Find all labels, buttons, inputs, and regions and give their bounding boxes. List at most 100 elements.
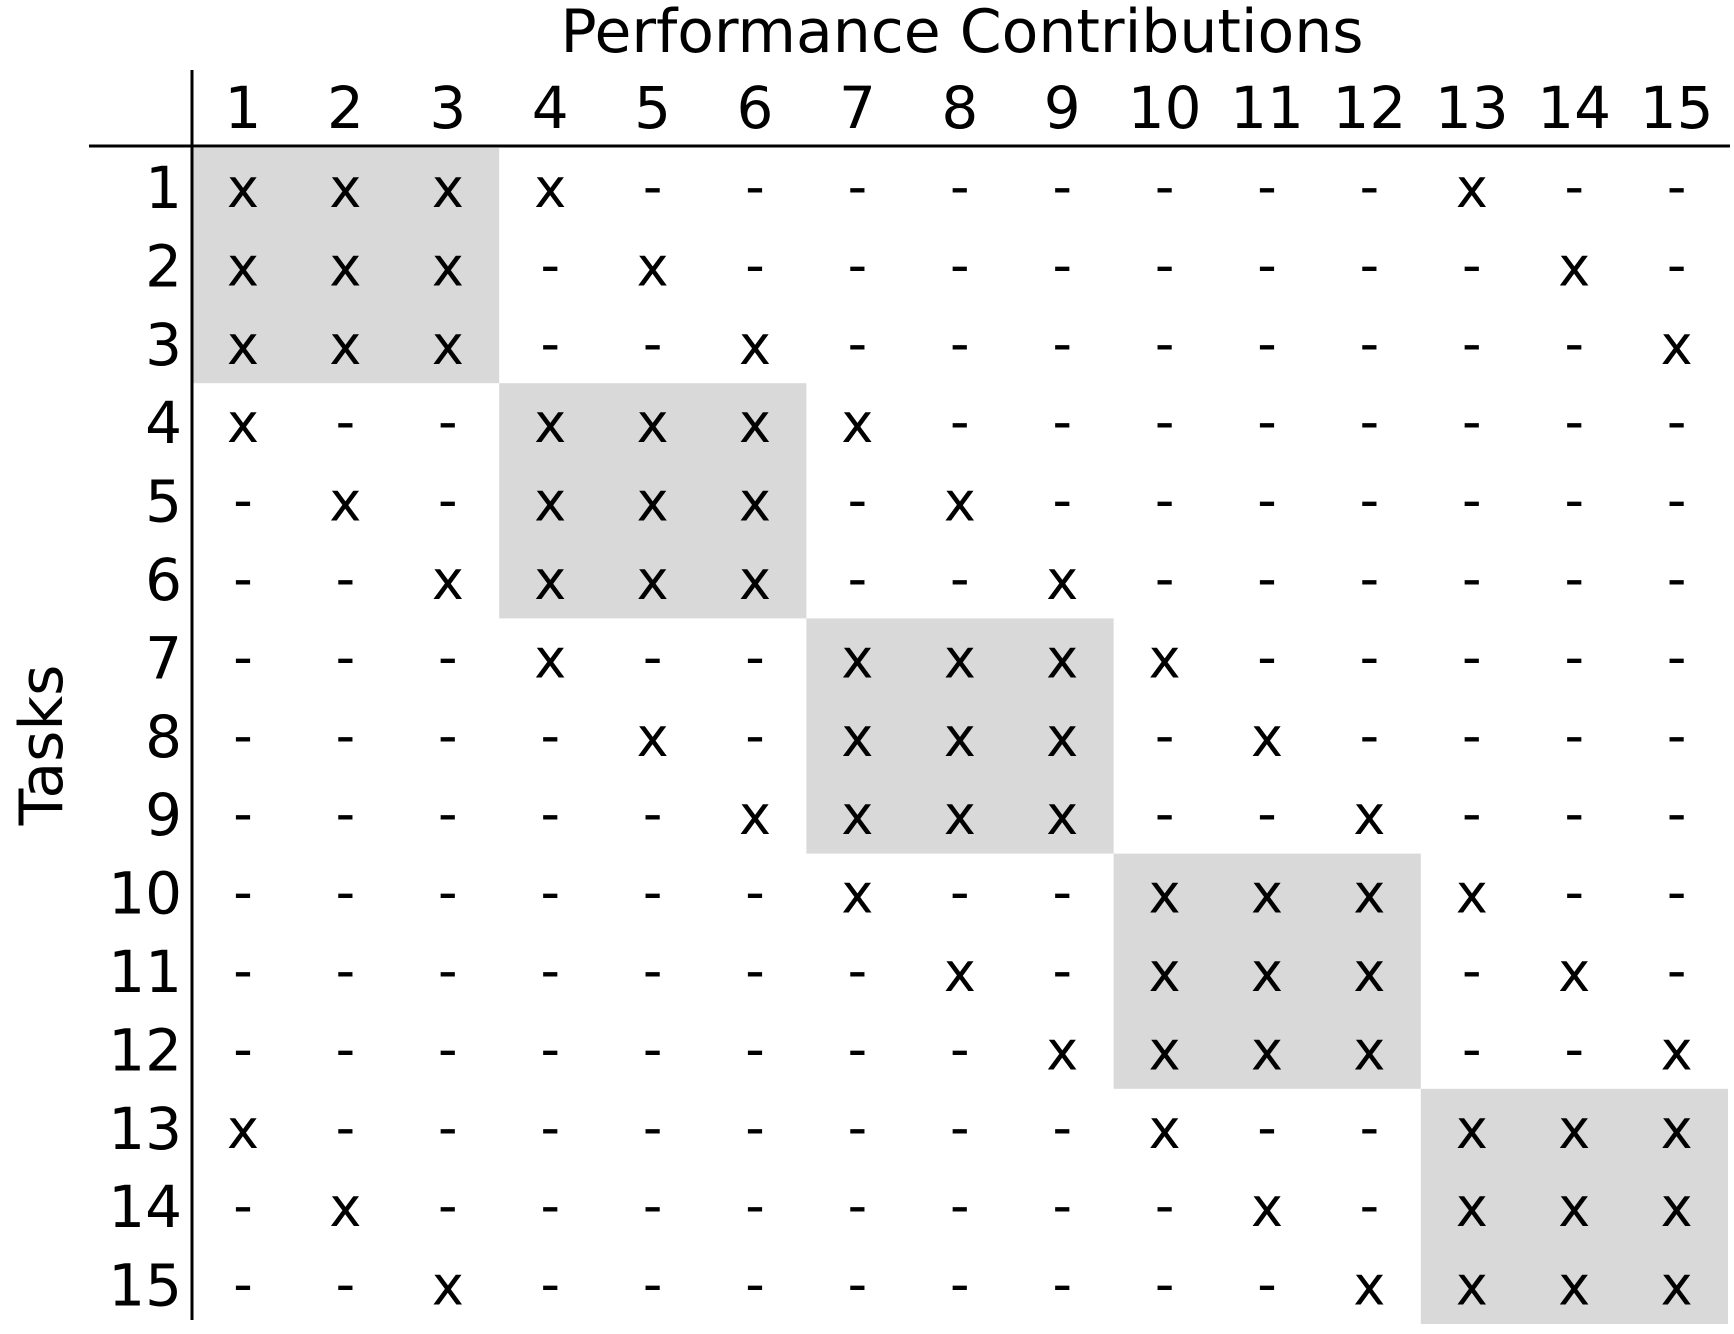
cell-empty: -: [745, 1017, 765, 1080]
cell-contribution: x: [637, 471, 669, 534]
cell-empty: -: [336, 1017, 356, 1080]
cell-empty: -: [438, 704, 458, 767]
cell-empty: -: [950, 1096, 970, 1159]
cell-contribution: x: [227, 392, 259, 455]
cell-empty: -: [1462, 312, 1482, 375]
cell-empty: -: [233, 782, 253, 845]
cell-empty: -: [1052, 233, 1072, 296]
row-label: 4: [145, 389, 182, 457]
cell-contribution: x: [432, 157, 464, 220]
row-label: 9: [145, 781, 182, 849]
column-label: 9: [1044, 74, 1081, 142]
cell-contribution: x: [1661, 1098, 1693, 1161]
cell-empty: -: [336, 625, 356, 688]
column-labels: 1 2 3 4 5 6 7 8 9 10 11 12 13 14 15: [225, 74, 1714, 142]
cell-empty: -: [1564, 547, 1584, 610]
cell-contribution: x: [1558, 235, 1590, 298]
cell-contribution: x: [329, 1176, 361, 1239]
cell-empty: -: [540, 782, 560, 845]
cell-empty: -: [643, 1253, 663, 1316]
cell-contribution: x: [1353, 1019, 1385, 1082]
cell-empty: -: [438, 939, 458, 1002]
cell-empty: -: [745, 1174, 765, 1237]
cell-contribution: x: [227, 314, 259, 377]
cell-contribution: x: [739, 549, 771, 612]
cell-empty: -: [848, 547, 868, 610]
cell-empty: -: [1155, 469, 1175, 532]
cell-contribution: x: [637, 706, 669, 769]
row-label: 15: [108, 1252, 182, 1320]
cell-empty: -: [1052, 861, 1072, 924]
cell-contribution: x: [1251, 1019, 1283, 1082]
cell-empty: -: [643, 155, 663, 218]
cell-empty: -: [1257, 155, 1277, 218]
cell-empty: -: [643, 1017, 663, 1080]
cell-empty: -: [1155, 782, 1175, 845]
row-label: 13: [108, 1095, 182, 1163]
row-label: 14: [108, 1173, 182, 1241]
cell-empty: -: [848, 155, 868, 218]
cell-contribution: x: [1456, 1176, 1488, 1239]
cell-contribution: x: [1046, 1019, 1078, 1082]
cell-empty: -: [233, 1253, 253, 1316]
cell-contribution: x: [227, 157, 259, 220]
cell-empty: -: [745, 625, 765, 688]
cell-contribution: x: [739, 314, 771, 377]
cell-empty: -: [745, 1096, 765, 1159]
column-label: 7: [839, 74, 876, 142]
cell-contribution: x: [227, 235, 259, 298]
cell-contribution: x: [1661, 314, 1693, 377]
diagonal-blocks: [192, 148, 1728, 1324]
row-label: 2: [145, 232, 182, 300]
cell-empty: -: [1564, 155, 1584, 218]
cell-empty: -: [950, 312, 970, 375]
row-label: 5: [145, 468, 182, 536]
cell-empty: -: [1667, 704, 1687, 767]
column-label: 6: [737, 74, 774, 142]
cell-contribution: x: [739, 392, 771, 455]
row-label: 6: [145, 546, 182, 614]
cell-empty: -: [745, 233, 765, 296]
column-label: 10: [1128, 74, 1202, 142]
cell-empty: -: [233, 861, 253, 924]
cell-empty: -: [848, 469, 868, 532]
diagonal-block: [499, 383, 807, 619]
cell-empty: -: [1462, 625, 1482, 688]
cell-contribution: x: [432, 549, 464, 612]
cell-empty: -: [438, 1017, 458, 1080]
cell-contribution: x: [1353, 784, 1385, 847]
cell-empty: -: [1155, 155, 1175, 218]
cell-contribution: x: [1149, 1019, 1181, 1082]
cell-empty: -: [1155, 704, 1175, 767]
diagonal-block: [1113, 853, 1421, 1089]
cell-empty: -: [643, 782, 663, 845]
cell-empty: -: [1462, 547, 1482, 610]
cell-contribution: x: [1046, 627, 1078, 690]
cell-contribution: x: [841, 784, 873, 847]
column-label: 13: [1435, 74, 1509, 142]
cell-contribution: x: [1149, 1098, 1181, 1161]
cell-contribution: x: [329, 235, 361, 298]
cell-empty: -: [336, 861, 356, 924]
cell-empty: -: [1360, 625, 1380, 688]
row-label: 12: [108, 1016, 182, 1084]
cell-empty: -: [745, 861, 765, 924]
cell-contribution: x: [329, 471, 361, 534]
cell-contribution: x: [1251, 1176, 1283, 1239]
cell-empty: -: [1052, 1096, 1072, 1159]
column-label: 4: [532, 74, 569, 142]
cell-empty: -: [1462, 939, 1482, 1002]
cell-empty: -: [848, 939, 868, 1002]
cell-contribution: x: [1558, 1255, 1590, 1318]
cell-contribution: x: [1558, 1098, 1590, 1161]
cell-contribution: x: [534, 627, 566, 690]
cell-empty: -: [643, 1174, 663, 1237]
matrix-cells: x x x x - - - - - - - - x - -x x x - x - - - - - - - - x -x x x - - x - - - -…: [227, 155, 1693, 1318]
cell-contribution: x: [841, 863, 873, 926]
cell-empty: -: [1257, 1096, 1277, 1159]
cell-empty: -: [1462, 233, 1482, 296]
cell-empty: -: [438, 1096, 458, 1159]
cell-contribution: x: [534, 157, 566, 220]
cell-empty: -: [950, 1017, 970, 1080]
cell-contribution: x: [1353, 1255, 1385, 1318]
